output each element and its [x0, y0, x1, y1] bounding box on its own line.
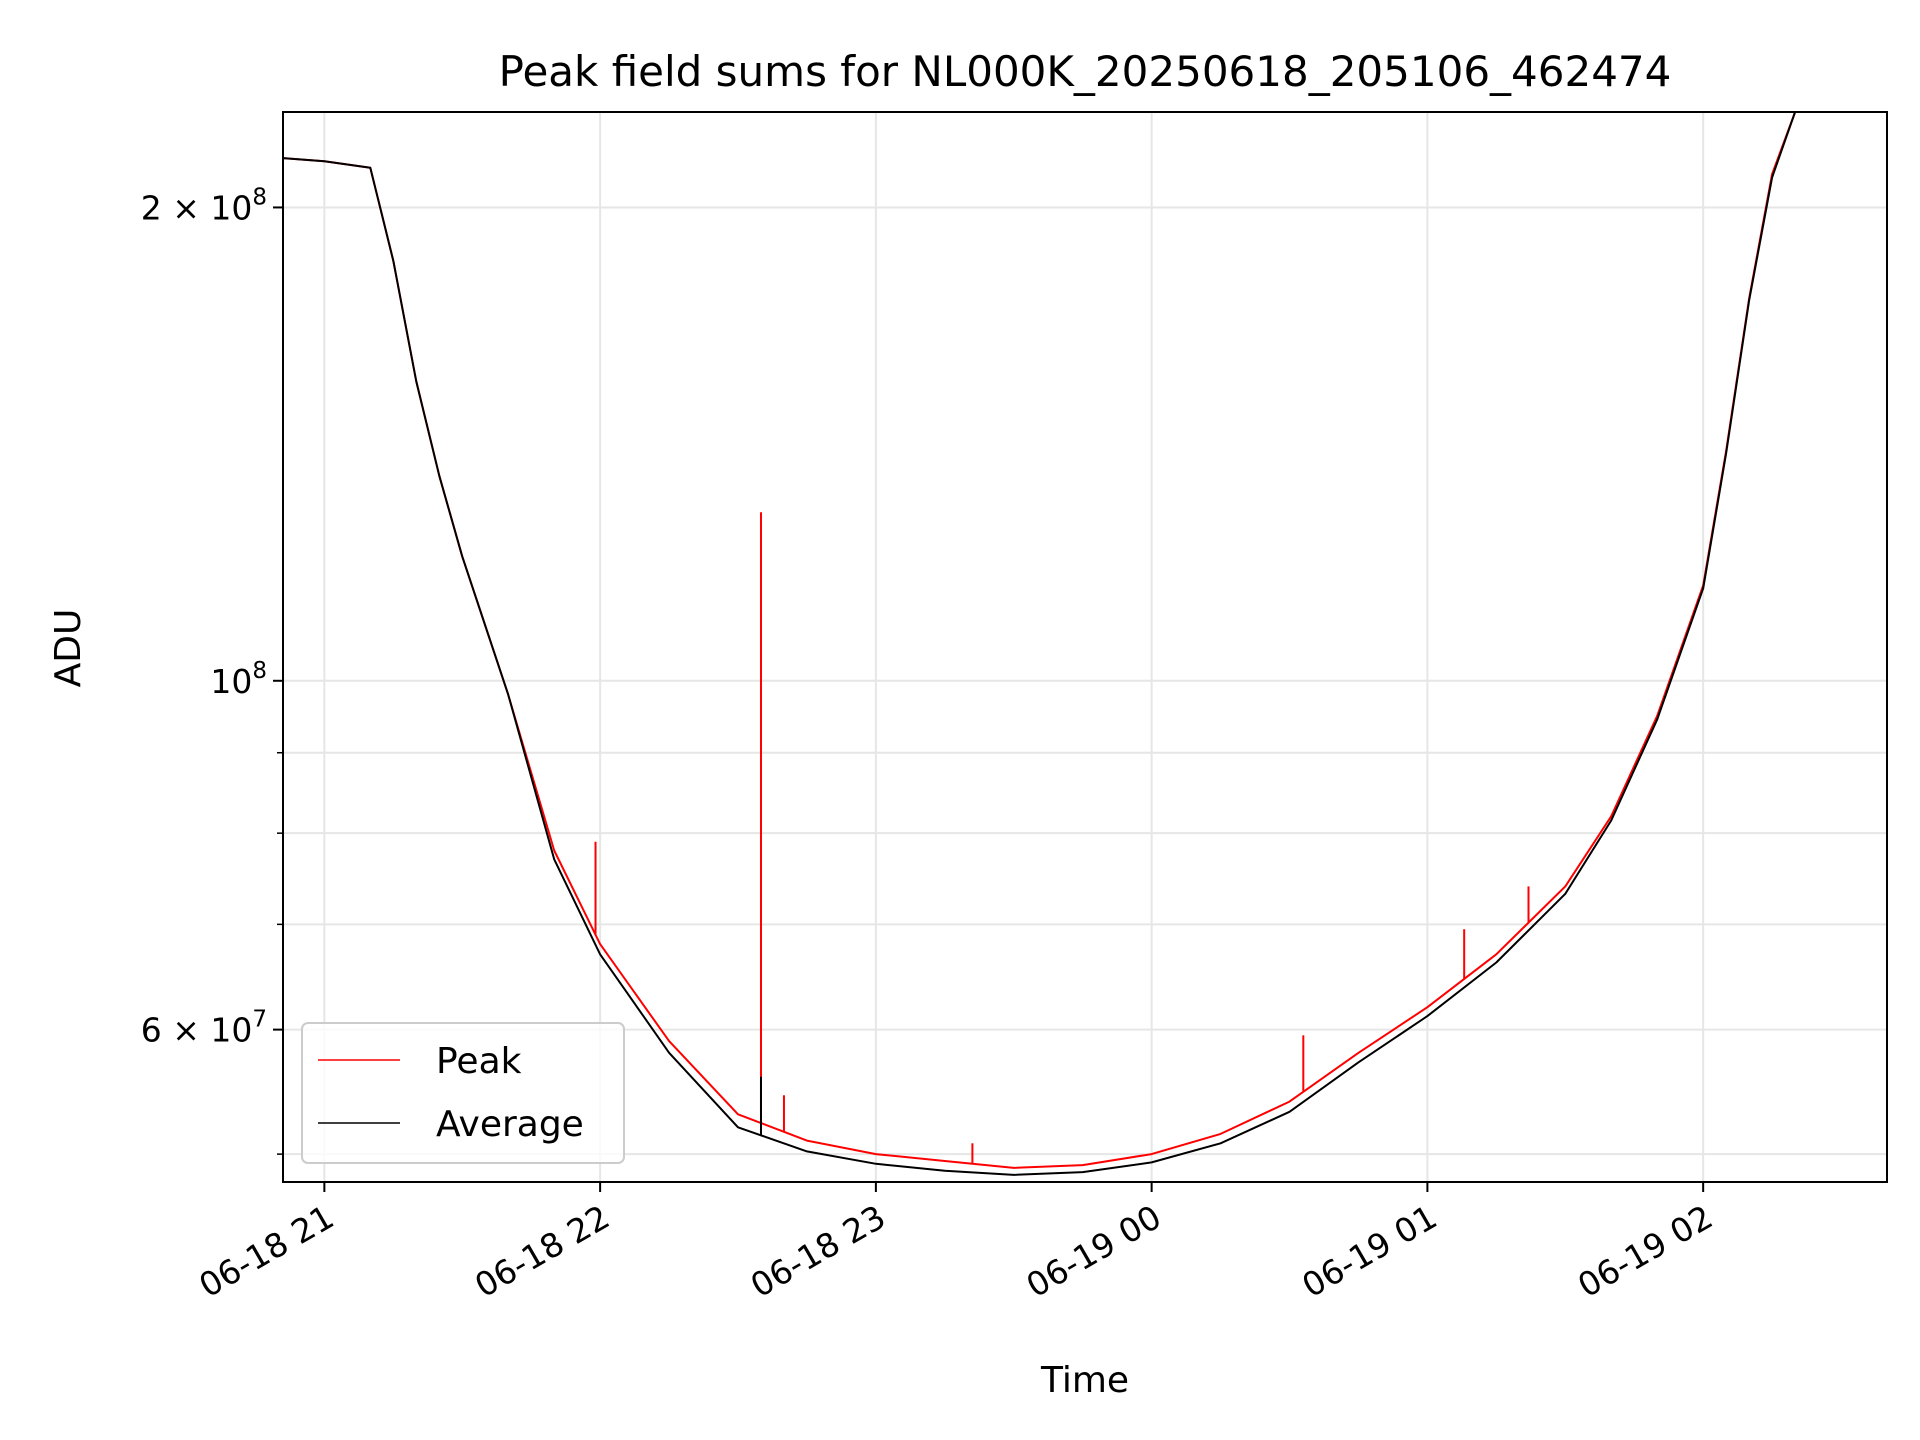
series-layer — [283, 112, 1797, 1176]
y-tick-label: 2 × 108 — [141, 184, 267, 227]
plot-frame — [282, 111, 1888, 1183]
legend-label-peak: Peak — [436, 1041, 522, 1082]
legend: Peak Average — [301, 1022, 625, 1164]
x-axis-label: Time — [1040, 1360, 1129, 1401]
legend-box — [301, 1022, 625, 1164]
chart-title: Peak field sums for NL000K_20250618_2051… — [499, 47, 1672, 96]
legend-label-average: Average — [436, 1104, 584, 1145]
y-axis-label: ADU — [48, 609, 89, 688]
series-line-average — [283, 112, 1797, 1176]
y-axis: 2 × 108 108 6 × 107 — [141, 184, 283, 1050]
y-tick-label: 108 — [210, 658, 267, 701]
y-tick-label: 6 × 107 — [141, 1007, 267, 1050]
